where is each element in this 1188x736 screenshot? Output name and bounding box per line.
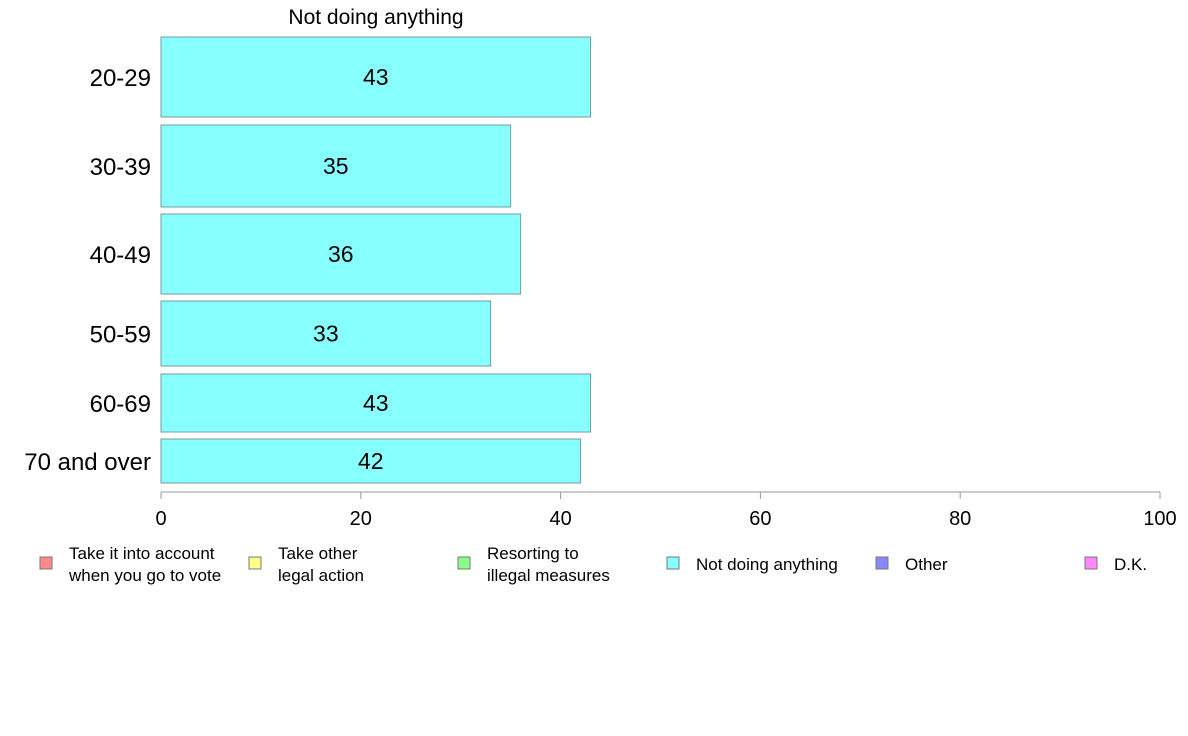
x-tick-label-0: 0 — [155, 508, 166, 530]
category-label-60-69: 60-69 — [90, 391, 151, 418]
legend-swatch-2 — [457, 556, 471, 570]
bar-40-49 — [160, 213, 522, 295]
legend-swatch-1 — [248, 556, 262, 570]
chart-title: Not doing anything — [288, 6, 463, 29]
x-tick-label-20: 20 — [350, 508, 372, 530]
value-label-70-and-over: 42 — [358, 448, 384, 474]
legend-label-1-1: legal action — [278, 566, 364, 585]
value-label-30-39: 35 — [323, 153, 349, 179]
bar-70-and-over — [160, 438, 582, 484]
value-label-20-29: 43 — [363, 64, 389, 90]
legend-label-0-0: Take it into account — [69, 544, 215, 563]
category-label-70-and-over: 70 and over — [24, 449, 151, 476]
bar-20-29 — [160, 36, 592, 118]
category-label-30-39: 30-39 — [90, 154, 151, 181]
legend-label-2-0: Resorting to — [487, 544, 579, 563]
value-label-40-49: 36 — [328, 241, 354, 267]
legend-label-3-0: Not doing anything — [696, 555, 838, 574]
bar-30-39 — [160, 124, 512, 208]
legend-swatch-0 — [39, 556, 53, 570]
value-label-50-59: 33 — [313, 321, 339, 347]
x-tick-label-40: 40 — [549, 508, 571, 530]
legend-label-1-0: Take other — [278, 544, 358, 563]
value-label-60-69: 43 — [363, 390, 389, 416]
legend-swatch-4 — [875, 556, 889, 570]
legend-label-4-0: Other — [905, 555, 948, 574]
x-tick-label-80: 80 — [949, 508, 971, 530]
bar-50-59 — [160, 300, 492, 367]
legend-swatch-5 — [1084, 556, 1098, 570]
legend-label-2-1: illegal measures — [487, 566, 610, 585]
x-tick-label-60: 60 — [749, 508, 771, 530]
x-tick-label-100: 100 — [1143, 508, 1176, 530]
legend-swatch-3 — [666, 556, 680, 570]
bars: 43 20-29 35 30-39 36 40-49 33 50-59 43 60-69 42 70 … — [24, 36, 592, 484]
category-label-40-49: 40-49 — [90, 242, 151, 269]
legend-label-0-1: when you go to vote — [68, 566, 221, 585]
legend: Take it into account when you go to vote T… — [39, 544, 1147, 585]
category-label-50-59: 50-59 — [90, 322, 151, 349]
legend-label-5-0: D.K. — [1114, 555, 1147, 574]
category-label-20-29: 20-29 — [90, 65, 151, 92]
bar-60-69 — [160, 373, 592, 433]
x-axis: 0 20 40 60 80 100 — [155, 491, 1177, 530]
